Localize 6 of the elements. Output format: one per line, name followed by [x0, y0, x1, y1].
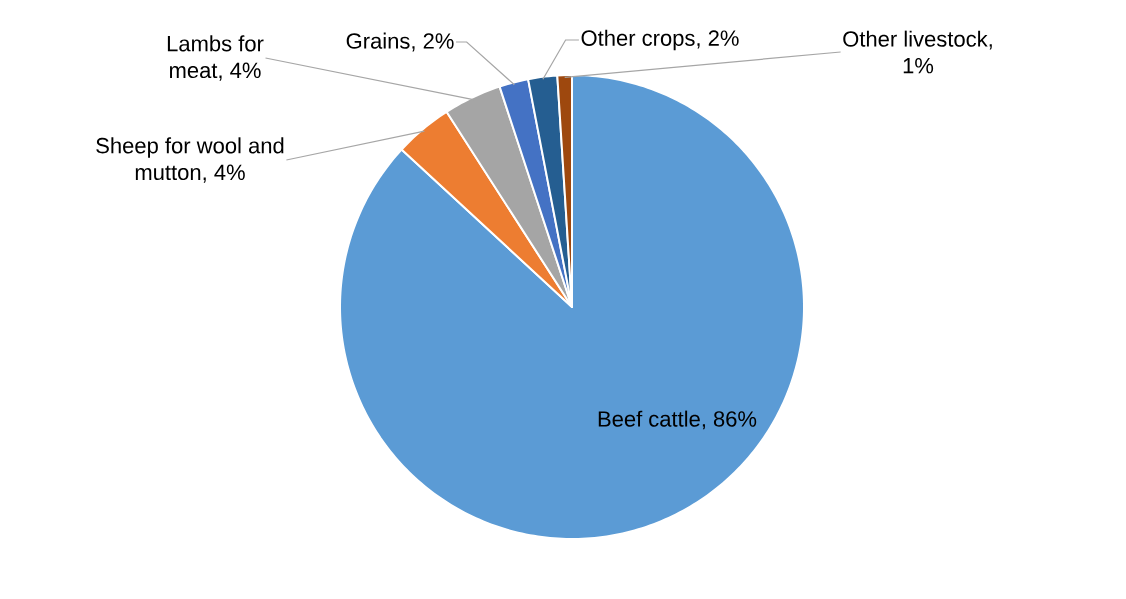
slice-label: Other livestock, 1%: [843, 30, 992, 74]
slice-label: Grains, 2%: [346, 32, 454, 52]
slice-label: Sheep for wool and mutton, 4%: [96, 137, 284, 183]
slice-label: Lambs for meat, 4%: [167, 35, 264, 81]
slice-label: Beef cattle, 86%: [598, 410, 757, 430]
slice-label: Other crops, 2%: [581, 29, 739, 51]
